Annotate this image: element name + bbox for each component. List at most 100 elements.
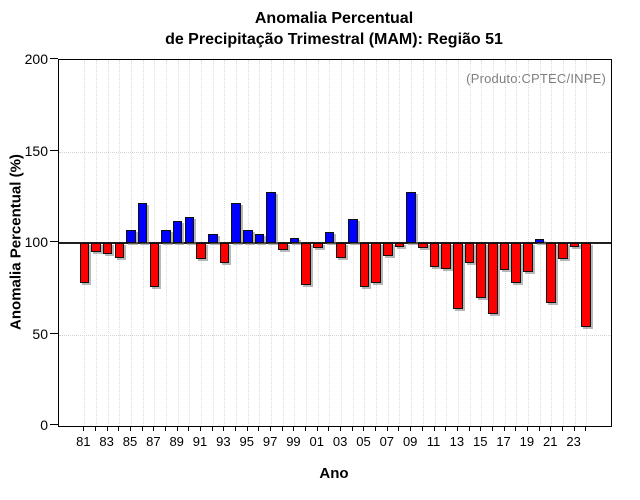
x-tick xyxy=(211,426,213,431)
x-tick xyxy=(456,426,458,431)
bar-1992 xyxy=(207,233,218,243)
y-tick-label: 100 xyxy=(24,234,48,250)
bar-1990 xyxy=(184,217,195,243)
x-tick-label: 93 xyxy=(216,434,231,449)
x-tick-label: 19 xyxy=(519,434,535,449)
x-tick xyxy=(200,426,202,431)
bar-1998 xyxy=(277,243,288,251)
y-tick xyxy=(50,58,58,60)
x-tick-label: 01 xyxy=(309,434,324,449)
x-tick xyxy=(340,426,342,431)
bar-1996 xyxy=(254,233,265,243)
bar-2007 xyxy=(383,243,393,256)
bar-1988 xyxy=(161,230,171,243)
x-axis-title: Ano xyxy=(319,465,349,482)
x-tick xyxy=(503,426,505,431)
x-tick xyxy=(515,426,517,431)
x-tick xyxy=(351,426,353,431)
h-gridline xyxy=(59,334,611,336)
bar-2008 xyxy=(394,243,405,247)
h-gridline xyxy=(59,151,611,153)
x-tick xyxy=(223,426,225,431)
bar-1989 xyxy=(172,221,183,243)
y-tick-label: 0 xyxy=(40,417,48,433)
x-tick-label: 23 xyxy=(566,434,581,449)
x-tick xyxy=(561,426,563,431)
x-tick xyxy=(398,426,400,431)
y-tick-label: 50 xyxy=(32,325,48,342)
x-tick xyxy=(410,426,412,431)
bar-1997 xyxy=(266,191,276,243)
x-tick xyxy=(538,426,540,431)
bar-1985 xyxy=(126,230,136,243)
bar-1983 xyxy=(102,243,113,254)
x-tick-label: 87 xyxy=(146,434,161,449)
x-tick xyxy=(293,426,295,431)
bar-2014 xyxy=(464,243,475,264)
x-tick xyxy=(141,426,143,431)
bar-2002 xyxy=(324,232,335,243)
x-tick-label: 85 xyxy=(122,434,138,449)
x-tick xyxy=(281,426,283,431)
x-tick xyxy=(118,426,120,431)
x-tick-label: 13 xyxy=(449,434,465,449)
bar-1994 xyxy=(231,202,241,243)
x-tick xyxy=(106,426,108,431)
bar-2022 xyxy=(558,243,568,260)
x-tick xyxy=(328,426,330,431)
x-tick-label: 11 xyxy=(426,434,441,449)
chart-title: Anomalia Percentual de Precipitação Trim… xyxy=(58,8,610,50)
bar-2019 xyxy=(523,243,533,273)
bar-2013 xyxy=(453,243,463,309)
bar-1986 xyxy=(137,202,148,243)
x-tick xyxy=(258,426,260,431)
x-tick xyxy=(421,426,423,431)
x-tick xyxy=(573,426,575,431)
plot-area: (Produto:CPTEC/INPE) xyxy=(58,59,612,427)
x-tick-label: 99 xyxy=(286,434,301,449)
y-tick xyxy=(50,332,58,334)
x-tick-label: 21 xyxy=(543,434,558,449)
bar-1991 xyxy=(196,243,206,260)
x-tick xyxy=(94,426,96,431)
x-tick-label: 09 xyxy=(402,434,418,449)
x-tick xyxy=(316,426,318,431)
x-tick xyxy=(526,426,528,431)
x-tick-label: 17 xyxy=(496,434,511,449)
x-tick xyxy=(468,426,470,431)
y-tick-label: 200 xyxy=(24,51,48,67)
y-tick xyxy=(50,241,58,243)
x-tick xyxy=(585,426,587,431)
x-tick xyxy=(550,426,552,431)
bar-1995 xyxy=(242,230,253,243)
x-tick xyxy=(165,426,167,431)
bar-2004 xyxy=(348,219,358,243)
bar-1999 xyxy=(289,237,300,243)
x-tick xyxy=(386,426,388,431)
x-tick xyxy=(305,426,307,431)
chart-title-line2: de Precipitação Trimestral (MAM): Região… xyxy=(165,31,503,48)
x-tick-label: 91 xyxy=(192,434,208,449)
x-tick-label: 97 xyxy=(262,434,278,449)
bar-2016 xyxy=(488,243,498,315)
bar-2011 xyxy=(429,243,440,267)
bar-2005 xyxy=(359,243,370,287)
y-tick xyxy=(50,424,58,426)
y-tick-label: 150 xyxy=(24,142,48,159)
x-tick xyxy=(176,426,178,431)
x-tick-label: 83 xyxy=(99,434,114,449)
x-tick-label: 81 xyxy=(76,434,91,449)
bar-1987 xyxy=(149,243,160,287)
bar-1982 xyxy=(91,243,101,253)
product-annotation: (Produto:CPTEC/INPE) xyxy=(466,71,606,86)
bar-2020 xyxy=(534,239,545,243)
bar-1993 xyxy=(219,243,230,264)
x-tick xyxy=(363,426,365,431)
bar-2015 xyxy=(476,243,486,298)
x-tick xyxy=(375,426,377,431)
bar-2024 xyxy=(581,243,592,328)
x-tick-label: 07 xyxy=(379,434,395,449)
bar-1984 xyxy=(114,243,125,258)
bar-2009 xyxy=(406,191,416,243)
